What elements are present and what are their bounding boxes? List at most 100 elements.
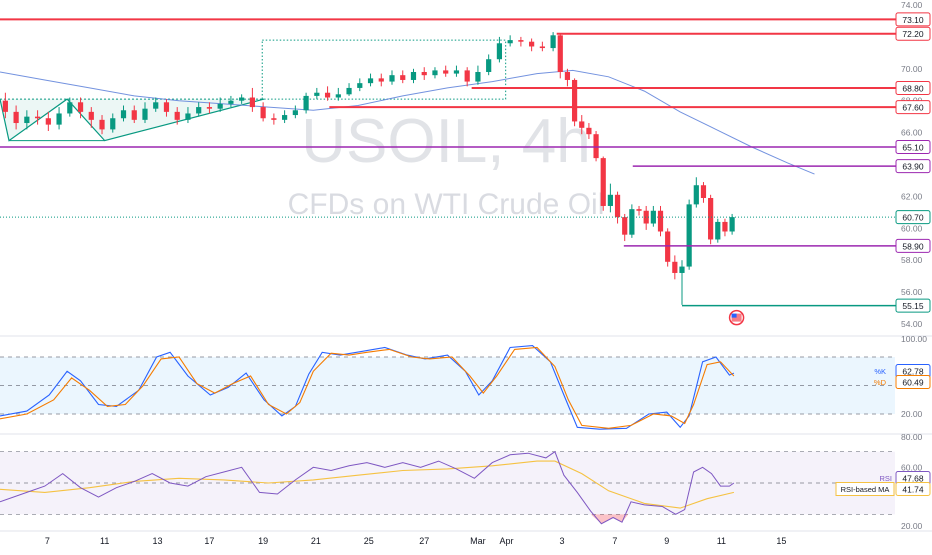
candle <box>529 38 535 52</box>
time-axis-tick: Mar <box>470 536 486 546</box>
candle <box>389 70 395 85</box>
candle <box>550 32 556 52</box>
candle <box>410 68 417 84</box>
candle <box>367 73 374 87</box>
candle <box>486 54 492 76</box>
svg-text:41.74: 41.74 <box>902 485 924 495</box>
candles <box>2 32 735 305</box>
candle <box>120 105 127 122</box>
candle <box>518 36 524 47</box>
candle <box>196 102 202 117</box>
candle <box>131 105 137 124</box>
candle <box>217 97 223 112</box>
price-axis-tick: 62.00 <box>901 191 923 201</box>
price-axis-tick: 66.00 <box>901 128 923 138</box>
svg-text:60.70: 60.70 <box>902 213 924 223</box>
price-panel[interactable]: 74.0072.0070.0068.0066.0064.0062.0060.00… <box>0 0 932 337</box>
watermark-symbol: USOIL, 4h <box>301 107 590 176</box>
candle <box>34 110 41 125</box>
stochastic-panel[interactable]: 100.00 20.00 %K 62.78 %D 60.49 <box>0 334 932 435</box>
moving-average-line <box>0 69 815 175</box>
candle <box>657 205 664 237</box>
candle <box>629 204 635 238</box>
candle <box>206 102 213 114</box>
rsi-ma-name-box: RSI-based MA <box>835 482 895 496</box>
candle <box>153 97 159 112</box>
candle <box>67 97 73 117</box>
candle <box>271 113 277 125</box>
candle <box>282 110 288 124</box>
candle <box>636 205 642 216</box>
svg-text:73.10: 73.10 <box>902 15 924 25</box>
candle <box>693 177 699 208</box>
candle <box>24 110 30 130</box>
rsi-axis-tick-60: 60.00 <box>901 462 923 472</box>
candle <box>672 255 678 280</box>
price-axis-tick: 60.00 <box>901 223 923 233</box>
stoch-k-name: %K <box>874 367 886 376</box>
candle <box>496 36 503 63</box>
candle <box>335 87 341 101</box>
time-axis-tick: 13 <box>153 536 163 546</box>
candle <box>564 68 571 87</box>
candle <box>507 35 513 47</box>
candle <box>475 65 481 85</box>
time-axis-tick: 11 <box>717 536 726 546</box>
time-axis-tick: 9 <box>664 536 669 546</box>
level-badge-68.80: 68.80 <box>895 80 931 95</box>
svg-text:47.68: 47.68 <box>902 474 924 484</box>
price-axis-tick: 58.00 <box>901 255 923 265</box>
candle <box>614 191 621 224</box>
price-axis-tick: 74.00 <box>901 0 923 10</box>
stoch-d-line <box>0 346 735 429</box>
stoch-d-name: %D <box>874 378 887 387</box>
candle <box>722 218 728 237</box>
candle <box>464 67 470 87</box>
svg-text:60.49: 60.49 <box>902 378 924 388</box>
time-axis[interactable]: 7 11 13 17 19 21 25 27 Mar Apr 3 7 9 11 15 <box>0 530 932 546</box>
candle <box>346 83 352 96</box>
time-axis-tick: 25 <box>364 536 374 546</box>
level-badge-63.90: 63.90 <box>895 159 931 174</box>
candle <box>453 65 460 77</box>
candle <box>314 87 320 100</box>
svg-text:62.78: 62.78 <box>902 367 924 377</box>
candle <box>260 102 266 122</box>
candle <box>292 105 298 119</box>
svg-text:63.90: 63.90 <box>902 162 924 172</box>
candle <box>2 92 8 119</box>
candle <box>421 67 427 80</box>
rsi-axis-tick-80: 80.00 <box>901 432 923 442</box>
rsi-panel[interactable]: 80.00 60.00 20.00 RSI 47.68 RSI-based MA 41.74 <box>0 432 931 531</box>
xabcd-pattern[interactable] <box>0 98 265 142</box>
candle <box>249 87 255 112</box>
candle <box>557 33 563 79</box>
candle <box>432 67 438 79</box>
time-axis-tick: Apr <box>500 536 514 546</box>
candle <box>708 194 714 245</box>
us-flag-icon[interactable] <box>728 309 745 326</box>
candle <box>650 205 656 227</box>
time-axis-tick: 27 <box>419 536 429 546</box>
dotted-range-box[interactable] <box>261 39 507 100</box>
candle <box>45 111 51 132</box>
candle <box>643 205 649 230</box>
candle <box>163 99 170 117</box>
level-badge-67.60: 67.60 <box>895 100 931 115</box>
candle <box>622 213 628 242</box>
level-badge-58.90: 58.90 <box>895 238 931 253</box>
rsi-oversold-fill <box>586 514 629 524</box>
rsi-value: 47.68 <box>895 471 931 485</box>
svg-text:55.15: 55.15 <box>902 301 924 311</box>
candle <box>586 123 592 139</box>
time-axis-tick: 11 <box>100 536 109 546</box>
candle <box>607 183 613 213</box>
candle <box>665 228 671 267</box>
svg-text:65.10: 65.10 <box>902 142 924 152</box>
candle <box>579 115 585 135</box>
current-price-badge: 60.70 <box>895 210 931 225</box>
time-axis-tick: 7 <box>45 536 50 546</box>
candle <box>13 105 19 130</box>
level-badge-55.15: 55.15 <box>895 298 931 313</box>
